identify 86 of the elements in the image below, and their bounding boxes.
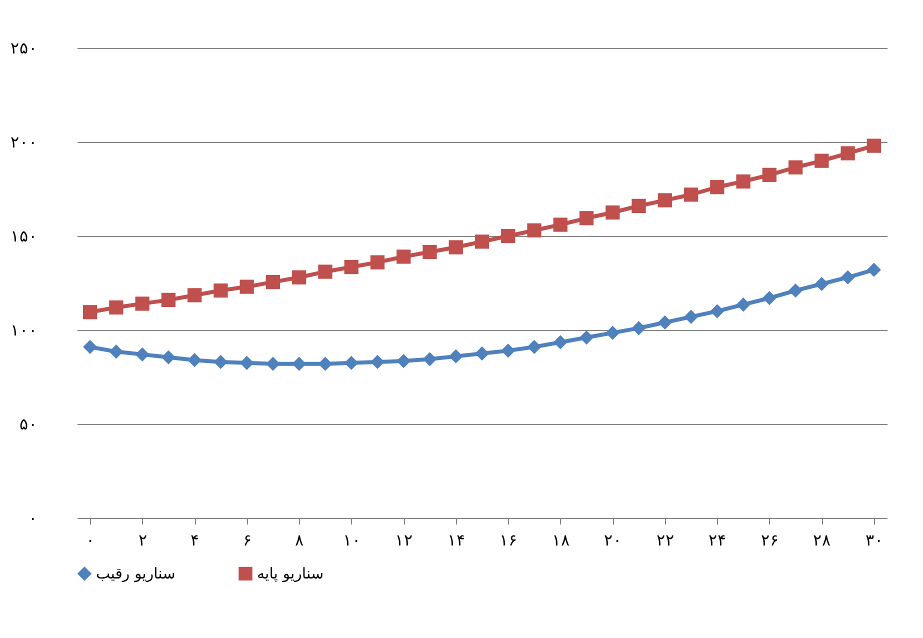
y-tick-label: ۵۰ bbox=[20, 414, 38, 434]
point bbox=[188, 353, 202, 368]
y-tick-label: ۲۰۰ bbox=[10, 132, 38, 152]
point bbox=[344, 356, 358, 370]
point bbox=[396, 250, 411, 264]
x-tick-label: ۲۶ bbox=[760, 530, 779, 550]
point bbox=[814, 276, 829, 292]
legend-label: سناریو پایه bbox=[257, 564, 324, 583]
point bbox=[527, 223, 542, 238]
point bbox=[266, 274, 280, 290]
y-tick-label: ۱۰۰ bbox=[10, 320, 38, 340]
point bbox=[866, 138, 882, 153]
point bbox=[579, 211, 594, 226]
legend-label: سناریو رقیب bbox=[96, 564, 176, 583]
point bbox=[188, 288, 202, 302]
point bbox=[553, 218, 568, 232]
point bbox=[474, 346, 490, 361]
point bbox=[161, 292, 176, 307]
point bbox=[370, 255, 385, 270]
point bbox=[396, 354, 411, 368]
point bbox=[684, 188, 698, 202]
point bbox=[135, 296, 150, 311]
point bbox=[527, 340, 542, 354]
x-tick-label: ۸ bbox=[295, 530, 304, 550]
point bbox=[82, 305, 98, 320]
point bbox=[240, 280, 254, 294]
x-tick-label: ۱۶ bbox=[500, 530, 518, 550]
point bbox=[161, 350, 176, 364]
point bbox=[658, 193, 672, 208]
point bbox=[292, 270, 306, 284]
y-tick-label: ۱۵۰ bbox=[10, 226, 38, 246]
point bbox=[866, 262, 882, 277]
x-tick-label: ۱۰ bbox=[342, 530, 361, 550]
x-tick-label: ۰ bbox=[86, 530, 96, 550]
point bbox=[762, 290, 776, 306]
point bbox=[292, 356, 306, 371]
point bbox=[840, 146, 855, 160]
x-tick-label: ۲۸ bbox=[813, 530, 832, 550]
point bbox=[606, 326, 620, 340]
point bbox=[474, 234, 490, 249]
point bbox=[82, 340, 98, 354]
point bbox=[135, 347, 150, 362]
point bbox=[501, 344, 516, 358]
point bbox=[501, 228, 516, 244]
point bbox=[370, 354, 385, 370]
x-tick-label: ۱۴ bbox=[447, 530, 466, 550]
point bbox=[736, 298, 750, 312]
point bbox=[448, 240, 463, 254]
point bbox=[344, 260, 358, 274]
point bbox=[214, 354, 228, 370]
x-tick-label: ۱۲ bbox=[395, 530, 414, 550]
point bbox=[448, 349, 463, 364]
point bbox=[632, 198, 646, 213]
point bbox=[579, 330, 594, 345]
point bbox=[553, 335, 568, 350]
point bbox=[422, 244, 437, 260]
point bbox=[109, 300, 124, 315]
point bbox=[240, 356, 254, 370]
x-tick-label: ۳۰ bbox=[865, 530, 884, 550]
x-tick-label: ۲۴ bbox=[708, 530, 727, 550]
x-tick-label: ۲۲ bbox=[656, 530, 674, 550]
x-tick-label: ۶ bbox=[242, 530, 252, 550]
point bbox=[318, 356, 332, 371]
point bbox=[632, 321, 646, 336]
point bbox=[736, 174, 750, 189]
x-tick-label: ۲ bbox=[138, 530, 148, 550]
point bbox=[606, 205, 620, 220]
point bbox=[840, 270, 855, 284]
point bbox=[788, 283, 803, 298]
x-tick-label: ۲۰ bbox=[604, 530, 622, 550]
x-tick-label: ۱۸ bbox=[552, 530, 570, 550]
point bbox=[109, 344, 124, 359]
point bbox=[658, 315, 672, 330]
point bbox=[814, 154, 829, 168]
point bbox=[684, 310, 698, 324]
point bbox=[266, 356, 280, 371]
point bbox=[788, 160, 803, 174]
point bbox=[318, 264, 332, 279]
point bbox=[762, 168, 776, 182]
point bbox=[710, 304, 724, 318]
x-tick-label: ۴ bbox=[190, 530, 200, 550]
point bbox=[710, 180, 724, 194]
y-tick-label: ۰ bbox=[28, 508, 38, 528]
y-tick-label: ۲۵۰ bbox=[10, 38, 38, 58]
point bbox=[422, 352, 437, 366]
point bbox=[214, 283, 228, 298]
